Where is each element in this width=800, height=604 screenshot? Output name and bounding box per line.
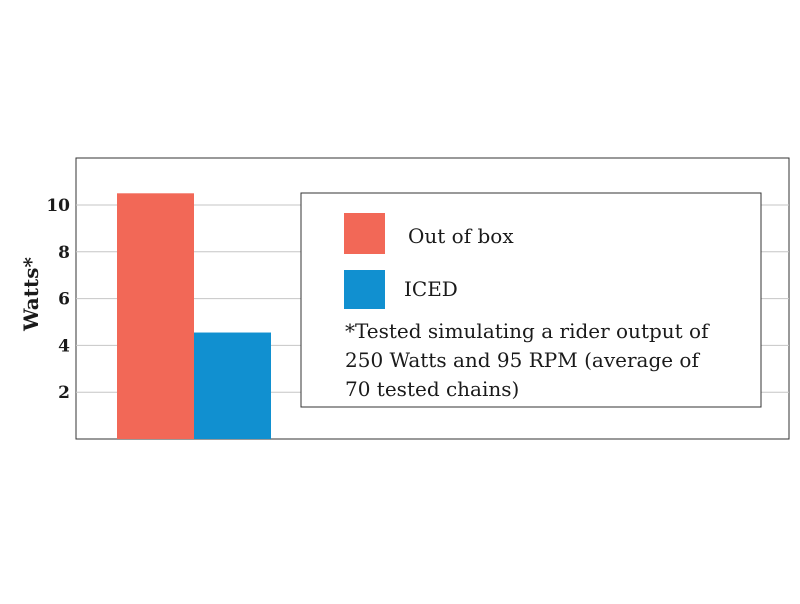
y-axis-title: Watts*	[19, 257, 43, 332]
legend-swatch-out-of-box	[344, 213, 385, 254]
y-tick-label-2: 2	[58, 383, 70, 403]
legend-swatch-iced	[344, 270, 385, 309]
y-tick-label-6: 6	[58, 290, 70, 310]
bar-iced	[194, 332, 271, 439]
y-tick-label-10: 10	[46, 196, 70, 216]
legend: Out of box ICED *Tested simulating a rid…	[300, 192, 762, 408]
bars	[117, 193, 271, 439]
bar-out-of-box	[117, 193, 194, 439]
legend-label-out-of-box: Out of box	[408, 224, 514, 248]
footnote-line-1: *Tested simulating a rider output of	[345, 319, 710, 343]
footnote-line-2: 250 Watts and 95 RPM (average of	[345, 348, 700, 372]
y-tick-labels: 2 4 6 8 10	[46, 196, 70, 403]
footnote-line-3: 70 tested chains)	[345, 377, 519, 401]
y-tick-label-8: 8	[58, 243, 70, 263]
legend-label-iced: ICED	[404, 277, 458, 301]
y-tick-label-4: 4	[58, 336, 70, 356]
